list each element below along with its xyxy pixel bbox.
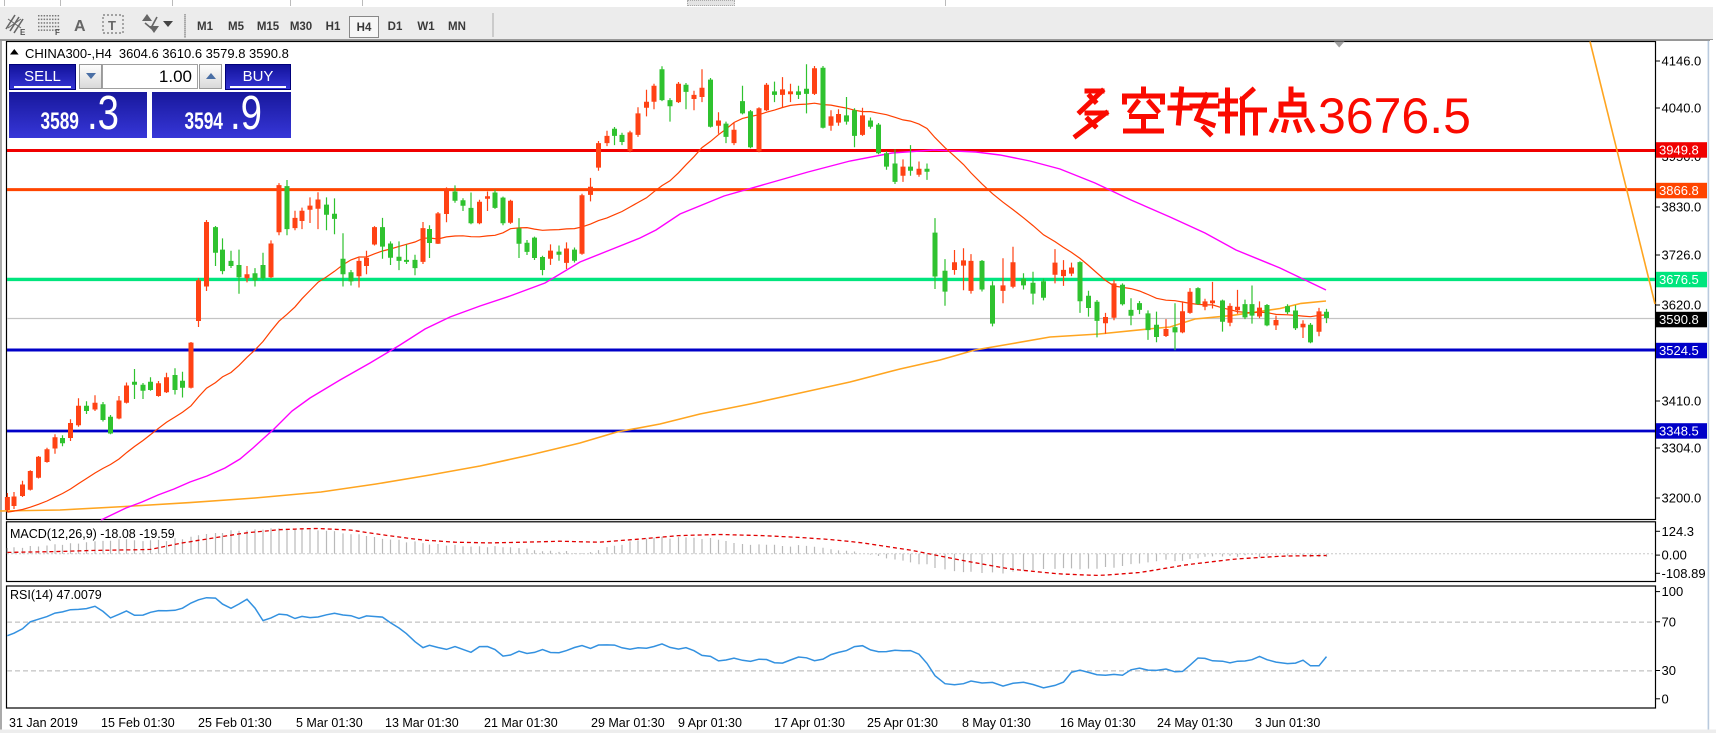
svg-text:MACD(12,26,9) -18.08 -19.59: MACD(12,26,9) -18.08 -19.59 — [10, 527, 175, 541]
svg-text:0.00: 0.00 — [1662, 548, 1687, 563]
svg-text:124.3: 124.3 — [1662, 524, 1695, 539]
svg-text:4146.0: 4146.0 — [1662, 54, 1702, 69]
svg-text:16 May 01:30: 16 May 01:30 — [1060, 716, 1136, 730]
svg-text:3830.0: 3830.0 — [1662, 200, 1702, 215]
svg-text:15 Feb 01:30: 15 Feb 01:30 — [101, 716, 175, 730]
svg-text:70: 70 — [1662, 614, 1676, 629]
svg-text:21 Mar 01:30: 21 Mar 01:30 — [484, 716, 558, 730]
svg-text:3676.5: 3676.5 — [1318, 88, 1471, 144]
svg-text:3410.0: 3410.0 — [1662, 394, 1702, 409]
svg-text:13 Mar 01:30: 13 Mar 01:30 — [385, 716, 459, 730]
svg-text:T: T — [108, 18, 116, 33]
svg-text:CHINA300-,H4 3604.6 3610.6 35: CHINA300-,H4 3604.6 3610.6 3579.8 3590.8 — [25, 46, 289, 61]
svg-text:3 Jun 01:30: 3 Jun 01:30 — [1255, 716, 1320, 730]
svg-text:25 Apr 01:30: 25 Apr 01:30 — [867, 716, 938, 730]
svg-text:25 Feb 01:30: 25 Feb 01:30 — [198, 716, 272, 730]
svg-text:4040.0: 4040.0 — [1662, 101, 1702, 116]
svg-text:3676.5: 3676.5 — [1659, 272, 1699, 287]
svg-text:3200.0: 3200.0 — [1662, 491, 1702, 506]
svg-text:100: 100 — [1662, 584, 1684, 599]
svg-text:E: E — [20, 28, 26, 37]
svg-text:3949.8: 3949.8 — [1659, 143, 1699, 158]
svg-text:17 Apr 01:30: 17 Apr 01:30 — [774, 716, 845, 730]
svg-text:31 Jan 2019: 31 Jan 2019 — [9, 716, 78, 730]
svg-text:3590.8: 3590.8 — [1659, 312, 1699, 327]
svg-text:9 Apr 01:30: 9 Apr 01:30 — [678, 716, 742, 730]
svg-text:3866.8: 3866.8 — [1659, 183, 1699, 198]
svg-text:F: F — [55, 28, 60, 37]
svg-text:A: A — [74, 18, 86, 35]
svg-text:8 May 01:30: 8 May 01:30 — [962, 716, 1031, 730]
svg-text:24 May 01:30: 24 May 01:30 — [1157, 716, 1233, 730]
svg-text:5 Mar 01:30: 5 Mar 01:30 — [296, 716, 363, 730]
svg-text:3524.5: 3524.5 — [1659, 343, 1699, 358]
svg-text:0: 0 — [1662, 691, 1669, 706]
svg-text:-108.89: -108.89 — [1662, 566, 1706, 581]
svg-text:3726.0: 3726.0 — [1662, 248, 1702, 263]
svg-text:3348.5: 3348.5 — [1659, 424, 1699, 439]
svg-text:3620.0: 3620.0 — [1662, 298, 1702, 313]
svg-text:3304.0: 3304.0 — [1662, 441, 1702, 456]
svg-text:RSI(14) 47.0079: RSI(14) 47.0079 — [10, 588, 102, 602]
svg-text:29 Mar 01:30: 29 Mar 01:30 — [591, 716, 665, 730]
svg-text:30: 30 — [1662, 663, 1676, 678]
